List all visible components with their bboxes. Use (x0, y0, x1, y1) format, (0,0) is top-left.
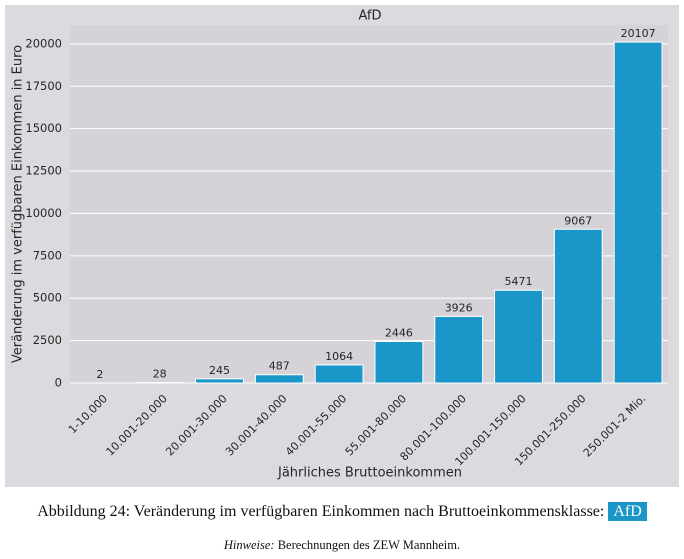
y-tick-label: 17500 (25, 79, 62, 93)
bar (314, 364, 364, 384)
y-axis-label: Veränderung im verfügbaren Einkommen in … (11, 45, 26, 363)
y-tick-label: 10000 (25, 206, 62, 220)
value-label: 1064 (325, 350, 353, 363)
caption-tag: AfD (608, 502, 647, 521)
bar (553, 228, 603, 384)
bar (195, 378, 244, 384)
value-label: 2 (96, 368, 103, 381)
value-label: 9067 (564, 214, 592, 227)
value-label: 5471 (505, 275, 533, 288)
note-label: Hinweise: (223, 538, 275, 552)
bar (434, 315, 484, 384)
note-text: Berechnungen des ZEW Mannheim. (277, 538, 461, 552)
y-tick-label: 12500 (25, 164, 62, 178)
value-label: 20107 (621, 27, 656, 40)
y-tick-label: 7500 (33, 248, 62, 262)
value-label: 487 (269, 360, 290, 373)
y-tick-label: 20000 (25, 36, 62, 50)
caption: Abbildung 24: Veränderung im verfügbaren… (0, 502, 684, 521)
bar (613, 41, 663, 384)
x-axis-label: Jährliches Bruttoeinkommen (277, 466, 462, 481)
y-tick-label: 0 (55, 376, 62, 390)
value-label: 2446 (385, 327, 413, 340)
bar (494, 289, 543, 384)
value-label: 3926 (445, 301, 473, 314)
bar (254, 374, 304, 384)
y-tick-label: 2500 (33, 333, 62, 347)
note: Hinweise: Berechnungen des ZEW Mannheim. (0, 538, 684, 553)
caption-text: Abbildung 24: Veränderung im verfügbaren… (37, 503, 605, 520)
chart-title: AfD (358, 9, 381, 24)
value-label: 245 (209, 364, 230, 377)
bar (374, 341, 424, 384)
y-tick-label: 15000 (25, 121, 62, 135)
value-label: 28 (153, 368, 167, 381)
chart: AfD Jährliches Bruttoeinkommen Veränderu… (5, 5, 679, 487)
y-tick-label: 5000 (33, 291, 62, 305)
